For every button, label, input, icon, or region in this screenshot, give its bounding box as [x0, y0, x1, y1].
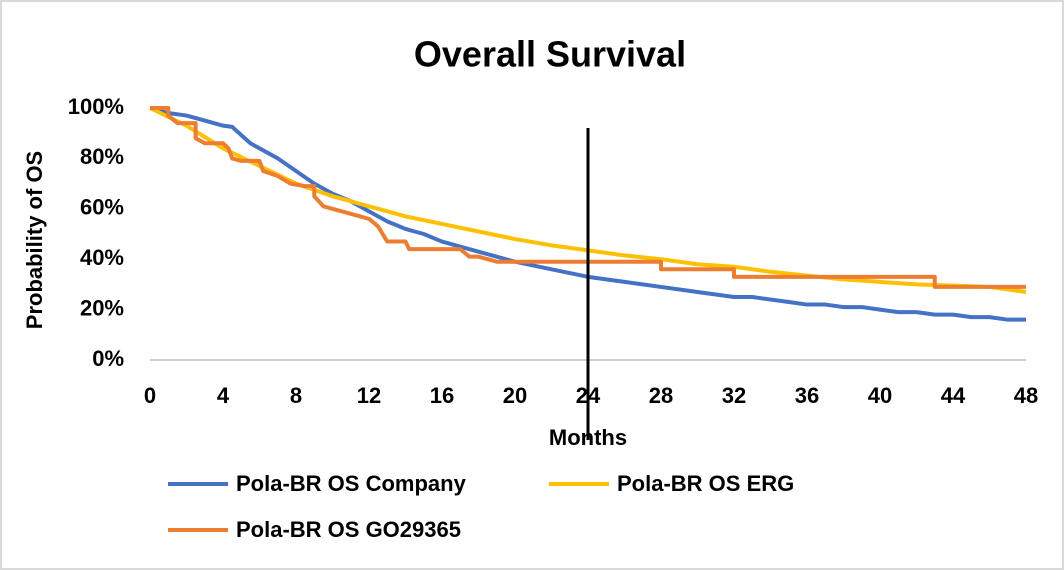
x-tick-label: 8	[290, 383, 302, 408]
legend-label: Pola-BR OS ERG	[617, 471, 794, 496]
y-tick-label: 80%	[80, 144, 124, 169]
x-tick-label: 32	[722, 383, 746, 408]
y-tick-label: 20%	[80, 295, 124, 320]
x-tick-label: 44	[941, 383, 966, 408]
x-tick-label: 40	[868, 383, 892, 408]
legend-label: Pola-BR OS GO29365	[236, 517, 461, 542]
y-tick-label: 60%	[80, 195, 124, 220]
x-tick-label: 36	[795, 383, 819, 408]
x-tick-label: 16	[430, 383, 454, 408]
y-tick-label: 100%	[68, 94, 124, 119]
series-line	[149, 106, 1026, 322]
y-axis-label: Probability of OS	[22, 151, 47, 329]
y-tick-label: 40%	[80, 245, 124, 270]
x-tick-label: 28	[649, 383, 673, 408]
x-tick-label: 4	[217, 383, 230, 408]
x-tick-label: 0	[144, 383, 156, 408]
chart-title: Overall Survival	[414, 34, 686, 75]
x-tick-label: 20	[503, 383, 527, 408]
y-tick-label: 0%	[92, 346, 124, 371]
legend-label: Pola-BR OS Company	[236, 471, 467, 496]
series-line	[150, 106, 1026, 289]
x-tick-label: 12	[357, 383, 381, 408]
x-tick-label: 48	[1014, 383, 1038, 408]
